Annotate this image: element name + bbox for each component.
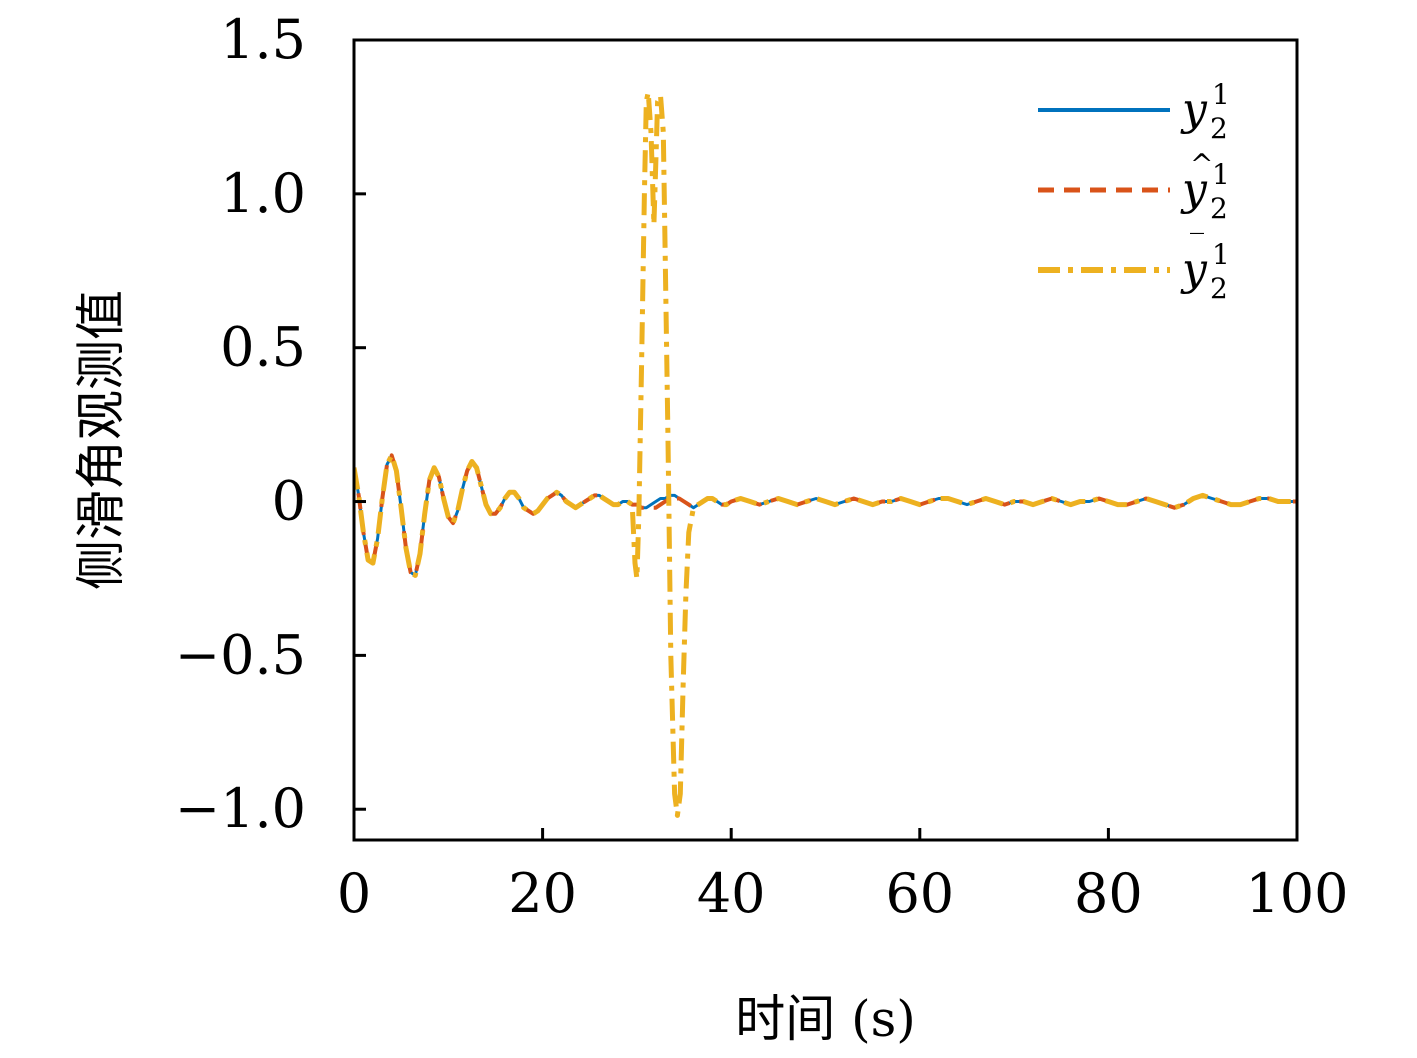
legend-symbol: y: [1180, 164, 1208, 215]
plot-area-frame: [352, 38, 1299, 842]
x-tick-label: 20: [508, 862, 577, 925]
legend-subscript: 2: [1210, 192, 1228, 225]
series-line-2: [354, 453, 1297, 578]
y-tick-label: 1.5: [220, 8, 306, 71]
y-tick-label: 0: [272, 470, 306, 533]
legend-superscript: 1: [1212, 158, 1230, 191]
legend: y 12y^12y‾ 12: [1038, 78, 1230, 305]
legend-symbol: y: [1180, 84, 1208, 135]
series-line-3: [354, 89, 1297, 818]
x-tick-label: 0: [337, 862, 371, 925]
y-tick-label: 1.0: [220, 162, 306, 225]
legend-label-3: y‾ 12: [1180, 228, 1230, 305]
legend-superscript: 1: [1212, 238, 1230, 271]
y-tick-label: 0.5: [220, 316, 306, 379]
x-tick-label: 60: [885, 862, 954, 925]
legend-label-2: y^12: [1180, 148, 1230, 225]
legend-accent: ^: [1190, 148, 1213, 181]
y-axis-tick-labels: 1.5 1.0 0.5 0 −0.5 −1.0: [175, 8, 306, 840]
legend-superscript: 1: [1212, 78, 1230, 111]
y-tick-label: −1.0: [175, 777, 306, 840]
x-tick-label: 100: [1245, 862, 1348, 925]
legend-symbol: y: [1180, 244, 1208, 295]
legend-label-1: y 12: [1180, 78, 1230, 145]
x-tick-label: 40: [697, 862, 766, 925]
legend-subscript: 2: [1210, 112, 1228, 145]
legend-accent: ‾: [1190, 228, 1204, 261]
x-tick-label: 80: [1074, 862, 1143, 925]
legend-subscript: 2: [1210, 272, 1228, 305]
x-axis-tick-labels: 0 20 40 60 80 100: [337, 862, 1349, 925]
y-axis-title: 侧滑角观测值: [72, 290, 130, 590]
axis-ticks: [352, 38, 1299, 840]
series-layer: [354, 89, 1297, 818]
y-tick-label: −0.5: [175, 623, 306, 686]
x-axis-title: 时间 (s): [735, 990, 916, 1048]
